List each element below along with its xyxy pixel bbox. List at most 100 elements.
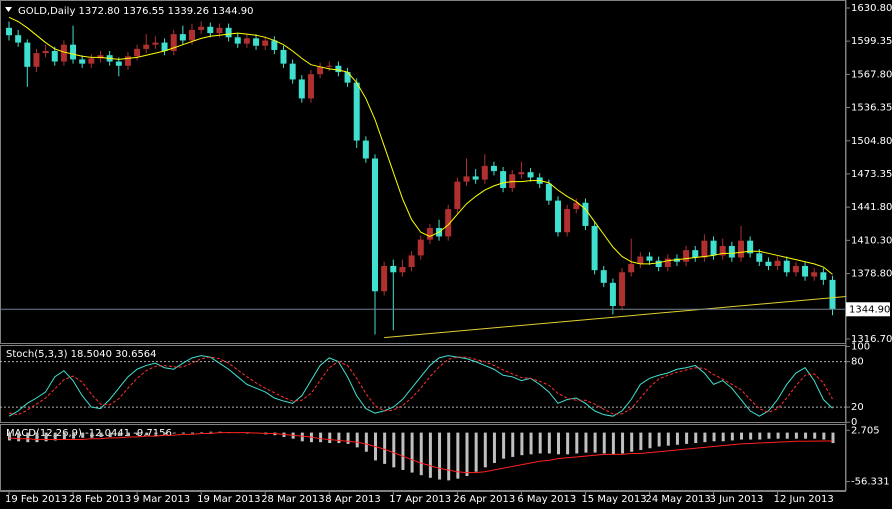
macd-bar — [8, 432, 11, 441]
macd-bar — [72, 432, 76, 439]
candle-body — [390, 265, 397, 273]
y-tick-label: 0 — [851, 417, 857, 428]
candle-body — [545, 183, 552, 201]
candle-body — [564, 209, 571, 233]
macd-bar — [456, 432, 460, 479]
macd-bar — [26, 432, 30, 443]
macd-bar — [117, 432, 121, 437]
y-tick-label: 1630.80 — [851, 3, 892, 14]
y-tick-label: 20 — [851, 402, 864, 413]
candle-body — [628, 263, 635, 273]
macd-bar — [584, 432, 588, 453]
candle-body — [573, 202, 580, 210]
candle-body — [655, 260, 662, 268]
macd-bar — [593, 432, 597, 453]
candle-body — [70, 44, 77, 60]
macd-bar — [419, 432, 423, 476]
stoch-line — [8, 356, 833, 416]
macd-bar — [602, 432, 606, 454]
candle-body — [362, 140, 369, 159]
macd-bar — [529, 432, 533, 455]
candle-body — [298, 79, 305, 99]
candle-body — [79, 59, 86, 64]
macd-bar — [447, 432, 451, 481]
macd-bar — [749, 432, 753, 440]
x-tick-label: 17 Apr 2013 — [389, 494, 451, 505]
candle-body — [664, 258, 671, 268]
macd-bar — [767, 432, 771, 439]
candle-body — [15, 35, 22, 43]
macd-bar — [492, 432, 496, 464]
candle-body — [335, 65, 342, 73]
macd-bar — [758, 432, 762, 440]
candle-body — [445, 209, 452, 237]
macd-title: MACD(12,26,9) -12.0441 -9.7156 — [6, 428, 172, 439]
macd-bar — [328, 432, 332, 444]
macd-bar — [81, 432, 85, 438]
signal-line — [8, 432, 833, 474]
candle-body — [143, 44, 150, 49]
macd-bar — [831, 432, 835, 444]
macd-bar — [438, 432, 442, 480]
candle-body — [500, 171, 507, 188]
macd-bar — [621, 432, 625, 454]
candle-body — [33, 53, 40, 67]
macd-bar — [319, 432, 323, 443]
y-tick-label: 1410.30 — [851, 235, 892, 246]
menu-arrow — [5, 7, 12, 12]
candle-body — [161, 42, 168, 52]
candle-body — [417, 239, 424, 256]
macd-bar — [657, 432, 661, 447]
macd-bar — [145, 432, 149, 436]
candle-body — [719, 245, 726, 256]
y-tick-label: 1599.35 — [851, 36, 892, 47]
candle-body — [646, 256, 653, 261]
price-label: 1344.90 — [849, 304, 890, 315]
candle-body — [518, 172, 525, 175]
macd-bar — [785, 432, 789, 439]
candle-body — [307, 74, 314, 99]
candle-body — [426, 228, 433, 240]
candle-body — [738, 240, 744, 258]
macd-bar — [712, 432, 716, 442]
macd-bar — [465, 432, 469, 477]
candle-body — [600, 270, 607, 283]
y-tick-label: 1441.80 — [851, 202, 892, 213]
candle-body — [747, 240, 754, 254]
candle-body — [372, 158, 378, 292]
y-tick-label: -56.331 — [851, 477, 890, 488]
candle-body — [637, 256, 644, 264]
candle-body — [673, 258, 680, 262]
macd-bar — [520, 432, 524, 456]
y-tick-label: 1316.70 — [851, 334, 892, 345]
macd-bar — [337, 432, 341, 444]
stoch-title: Stoch(5,3,3) 18.5040 30.6564 — [6, 349, 157, 360]
macd-bar — [300, 432, 304, 442]
macd-bar — [575, 432, 579, 454]
macd-bar — [813, 432, 817, 439]
y-tick-label: 1536.35 — [851, 103, 892, 114]
x-tick-label: 8 Apr 2013 — [325, 494, 380, 505]
candle-body — [317, 66, 324, 75]
macd-bar — [209, 431, 213, 433]
moving-average — [8, 16, 833, 275]
macd-bar — [566, 432, 570, 455]
candle-body — [399, 267, 406, 273]
y-tick-label: 1567.80 — [851, 69, 892, 80]
candle-body — [481, 165, 488, 180]
candle-body — [289, 63, 296, 80]
candle-body — [472, 176, 479, 180]
candle-body — [609, 282, 616, 307]
macd-bar — [611, 432, 615, 455]
candle-body — [51, 51, 58, 62]
candle-body — [829, 279, 836, 310]
candle-body — [692, 250, 699, 258]
x-tick-label: 28 Mar 2013 — [261, 494, 324, 505]
macd-bar — [401, 432, 405, 470]
macd-bar — [474, 432, 478, 472]
macd-bar — [721, 432, 725, 442]
macd-bar — [35, 432, 39, 443]
macd-bar — [364, 432, 368, 452]
candle-body — [6, 27, 12, 36]
candle-body — [765, 261, 772, 266]
